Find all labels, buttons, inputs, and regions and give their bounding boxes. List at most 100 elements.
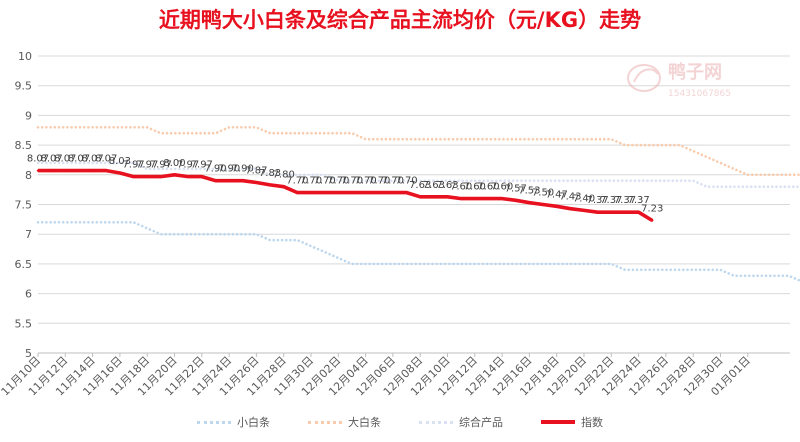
data-label: 7.90 [218, 164, 240, 175]
legend-item: 指数 [541, 414, 603, 430]
data-label: 7.37 [614, 195, 636, 206]
data-point [214, 179, 217, 182]
data-label: 7.37 [627, 195, 649, 206]
data-label: 7.70 [382, 176, 404, 187]
data-point [405, 191, 408, 194]
legend-swatch [197, 420, 231, 424]
data-point [64, 169, 67, 172]
data-label: 7.43 [559, 192, 581, 203]
data-point [309, 191, 313, 194]
data-label: 7.60 [477, 182, 499, 193]
y-tick-label: 5.5 [15, 317, 33, 330]
data-label: 7.37 [600, 195, 622, 206]
data-point [91, 169, 94, 172]
legend-swatch [308, 420, 342, 424]
data-point [432, 195, 436, 198]
data-point [623, 211, 627, 214]
data-label: 7.97 [122, 160, 144, 171]
legend-label: 大白条 [348, 416, 381, 429]
data-point [651, 219, 654, 222]
data-label: 7.57 [505, 183, 527, 194]
data-point [50, 169, 53, 172]
data-point [241, 179, 244, 182]
y-tick-label: 9 [25, 109, 32, 122]
legend-label: 指数 [581, 416, 603, 429]
data-point [282, 185, 285, 188]
data-point [227, 179, 231, 182]
data-point [159, 175, 163, 178]
data-label: 7.87 [245, 166, 267, 177]
series-line-综合产品 [36, 161, 800, 188]
y-tick-label: 9.5 [15, 80, 33, 93]
y-tick-label: 6.5 [15, 258, 33, 271]
data-point [323, 191, 326, 194]
legend-label: 综合产品 [459, 416, 503, 429]
legend-item: 大白条 [308, 414, 381, 430]
data-label: 7.70 [314, 176, 336, 187]
data-label: 7.97 [191, 160, 213, 171]
data-label: 7.47 [546, 189, 568, 200]
data-label: 7.60 [450, 182, 472, 193]
data-point [146, 175, 149, 178]
data-point [200, 175, 203, 178]
series-line-指数 [38, 168, 654, 223]
data-point [268, 183, 272, 187]
legend-label: 小白条 [237, 416, 270, 429]
data-point [610, 211, 613, 214]
legend-swatch [541, 420, 575, 424]
series-line-小白条 [36, 221, 800, 283]
data-point [132, 175, 135, 178]
data-label: 7.70 [286, 176, 308, 187]
data-label: 7.37 [587, 195, 609, 206]
data-label: 7.70 [354, 176, 376, 187]
data-label: 7.83 [259, 168, 281, 179]
data-label: 8.00 [163, 158, 185, 169]
data-label: 7.70 [300, 176, 322, 187]
data-label: 7.63 [436, 180, 458, 191]
data-label: 7.53 [518, 186, 540, 197]
data-point [514, 199, 517, 202]
y-tick-label: 5 [25, 347, 32, 360]
data-point [350, 191, 354, 194]
data-point [391, 191, 395, 194]
chart-legend: 小白条 大白条 综合产品 指数 [0, 414, 800, 430]
data-label: 8.03 [109, 156, 131, 167]
data-point [173, 173, 176, 176]
data-point [118, 171, 122, 175]
data-point [364, 191, 367, 194]
data-point [541, 203, 545, 206]
data-point [596, 211, 599, 214]
data-label: 7.90 [204, 164, 226, 175]
data-label: 7.60 [464, 182, 486, 193]
data-point [186, 175, 190, 178]
data-label: 7.80 [273, 170, 295, 181]
data-point [255, 181, 258, 184]
data-label: 7.50 [532, 188, 554, 199]
data-point [105, 169, 108, 172]
legend-item: 小白条 [197, 414, 270, 430]
data-label: 7.97 [150, 160, 172, 171]
data-label: 8.07 [41, 154, 63, 165]
y-tick-label: 7 [25, 228, 32, 241]
data-label: 8.07 [81, 154, 103, 165]
data-point [528, 201, 531, 204]
data-label: 7.63 [423, 180, 445, 191]
data-label: 8.07 [27, 154, 49, 165]
legend-swatch [419, 420, 453, 424]
data-point [36, 169, 40, 172]
data-label: 7.97 [136, 160, 158, 171]
watermark-phone: 15431067865 [668, 89, 731, 99]
data-point [487, 197, 490, 200]
y-tick-label: 7.5 [15, 199, 33, 212]
duck-logo-icon: 鸭子网 15431067865 [627, 61, 731, 99]
data-point [473, 197, 476, 200]
data-point [337, 191, 340, 194]
data-point [582, 209, 586, 212]
data-label: 8.07 [68, 154, 90, 165]
data-point [637, 211, 640, 214]
data-label: 7.60 [491, 182, 513, 193]
data-label: 7.23 [641, 204, 663, 215]
data-label: 7.70 [341, 176, 363, 187]
data-point [296, 191, 299, 194]
